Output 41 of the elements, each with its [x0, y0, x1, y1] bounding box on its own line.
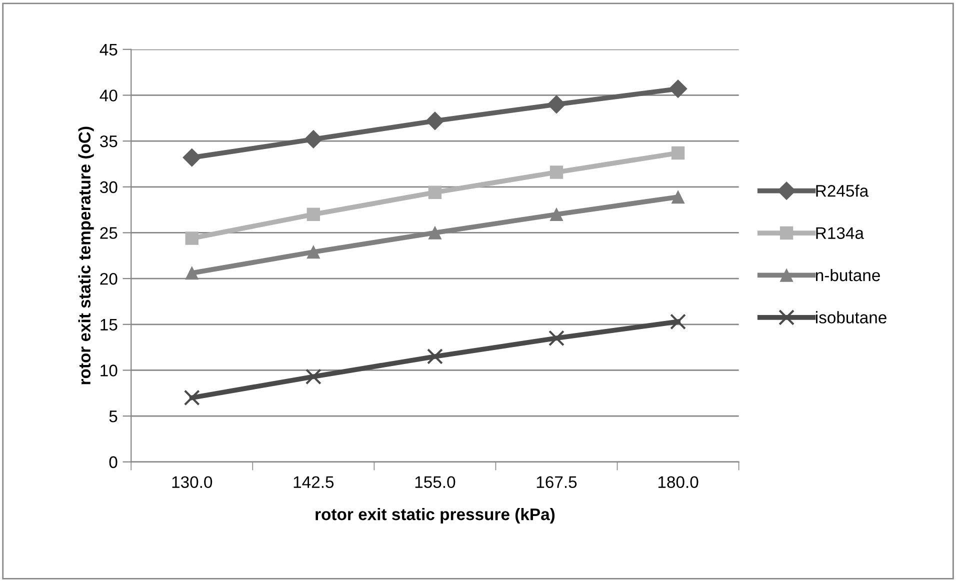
point [428, 186, 442, 199]
y-tick-label: 10 [100, 364, 118, 376]
y-tick-label: 5 [109, 410, 118, 422]
point [185, 266, 198, 280]
y-tick-label: 15 [100, 318, 118, 331]
y-tick-label: 30 [100, 181, 118, 194]
x-tick-label: 142.5 [294, 476, 334, 488]
point [547, 95, 566, 114]
y-tick-label: 35 [100, 135, 118, 148]
y-tick-label: 0 [109, 456, 118, 468]
y-tick-label: 45 [100, 44, 118, 56]
legend-label: isobutane [816, 311, 886, 324]
y-tick-label: 40 [100, 90, 118, 102]
point [426, 112, 444, 130]
point [668, 80, 688, 98]
point [184, 390, 200, 406]
legend-label: R245fa [816, 184, 869, 197]
point [304, 130, 323, 148]
point [548, 330, 564, 346]
point [428, 226, 442, 240]
point [426, 348, 443, 364]
x-tick-label: 155.0 [415, 476, 456, 488]
y-axis-title: rotor exit static temperature (oC) [78, 126, 94, 384]
y-tick-label: 25 [100, 227, 118, 239]
y-tick-label: 20 [100, 272, 118, 285]
point [550, 208, 564, 221]
point [306, 245, 320, 259]
x-tick-label: 180.0 [658, 476, 698, 488]
point [671, 146, 685, 160]
x-tick-label: 167.5 [536, 476, 577, 488]
point [305, 368, 322, 385]
legend-label: n-butane [816, 268, 880, 282]
x-axis-title: rotor exit static pressure (kPa) [316, 508, 555, 524]
point [182, 148, 202, 167]
point [550, 166, 564, 179]
x-tick-label: 130.0 [172, 476, 212, 488]
point [306, 208, 320, 221]
point [185, 232, 198, 245]
legend-label: R134a [816, 227, 864, 240]
point [670, 314, 686, 330]
point [671, 190, 685, 204]
